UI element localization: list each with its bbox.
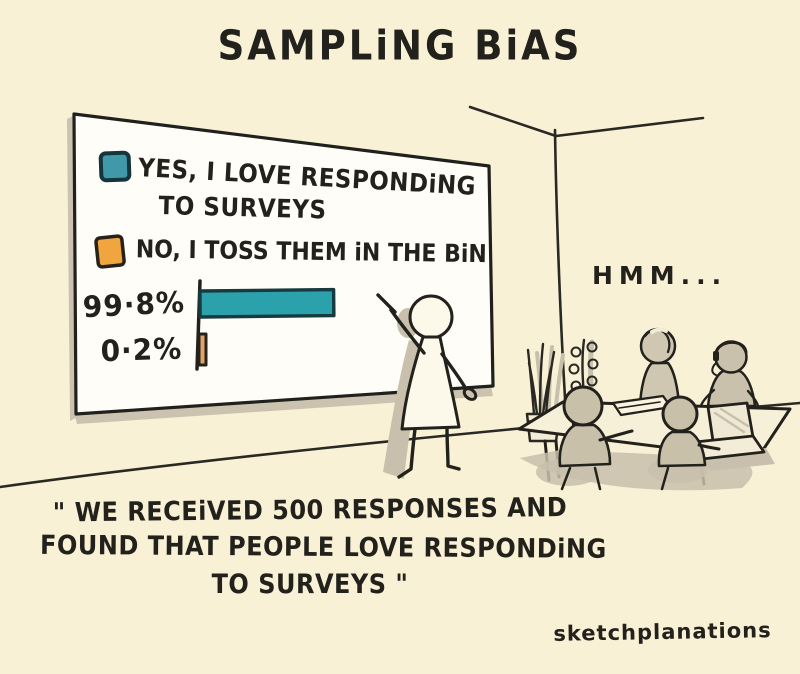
woman-body [640, 363, 679, 406]
plant-sprig-leaf [572, 348, 581, 357]
signature: sketchplanations [553, 618, 772, 646]
front-left-arm [600, 431, 632, 440]
notebook-line [619, 402, 660, 408]
caption-quote: " WE RECEiVED 500 RESPONSES AND FOUND TH… [39, 492, 607, 603]
headset-guy-body [708, 371, 755, 406]
plant-sprig-leaf [588, 377, 597, 386]
legend-label-no: NO, I TOSS THEM iN THE BiN [135, 236, 487, 269]
person-front-right [648, 397, 719, 489]
laptop-screen-hatch [715, 409, 748, 432]
presenter-leg-right [447, 428, 459, 469]
legend-swatch-no [96, 236, 125, 268]
presenter-leg-left [399, 429, 415, 477]
legend-swatch-yes [101, 153, 130, 181]
front-left-chair-legs [562, 468, 600, 489]
woman-hair-highlight [652, 330, 666, 332]
front-right-body [659, 432, 705, 466]
ceiling-line-left [470, 107, 556, 136]
plant-sprig-leaf [588, 343, 597, 352]
bar-value-label-no: 0·2% [100, 331, 183, 369]
headset-band [716, 342, 746, 353]
presenter-head [410, 296, 452, 338]
front-right-chair-leg [662, 468, 668, 489]
front-left-body [560, 425, 610, 466]
legend-label-yes-line2: TO SURVEYS [158, 192, 327, 225]
person-back-right-headset [701, 342, 758, 407]
bar-yes [200, 290, 334, 317]
front-right-head [663, 397, 697, 431]
headset-earcup [713, 351, 719, 361]
bar-value-label-yes: 99·8% [82, 284, 186, 325]
whiteboard-panel [74, 114, 493, 414]
whiteboard-shadow-bottom [74, 386, 493, 424]
presenter-figure [378, 295, 478, 479]
plant-snake-leaves [528, 344, 554, 414]
presenter-arm-right [442, 354, 466, 389]
plant-sprig-leaf [570, 365, 579, 374]
caption-line-3: TO SURVEYS " [211, 568, 409, 600]
whiteboard [67, 114, 493, 424]
front-left-head [564, 387, 602, 425]
laptop [695, 403, 775, 471]
audience-reaction-text: HMM... [592, 261, 728, 290]
presenter-arm-pointing [391, 310, 424, 353]
presenter-hand [462, 386, 478, 401]
front-right-arm [699, 445, 719, 449]
person-back-left-woman [640, 329, 679, 406]
bar-no [199, 334, 206, 365]
page-title: SAMPLiNG BiAS [217, 21, 583, 70]
headset-mic [712, 363, 716, 375]
caption-line-2: FOUND THAT PEOPLE LOVE RESPONDiNG [39, 529, 607, 565]
bar-chart [197, 281, 334, 369]
person-front-left [536, 387, 632, 489]
ceiling-line-right [556, 118, 703, 136]
wall-corner-line [555, 130, 566, 414]
plant-sprig-leaf [589, 360, 598, 369]
pointer-pen [378, 295, 395, 312]
